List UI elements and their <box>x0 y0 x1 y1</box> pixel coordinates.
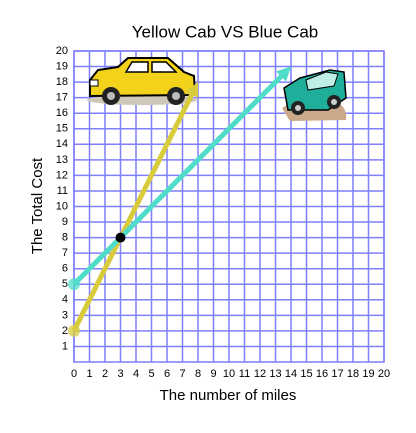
arrow-head <box>185 82 199 98</box>
y-tick-label: 12 <box>56 169 68 181</box>
y-tick-label: 11 <box>57 185 68 197</box>
y-tick-label: 20 <box>56 45 68 57</box>
y-tick-label: 3 <box>62 309 68 321</box>
y-tick-label: 16 <box>56 107 68 119</box>
x-tick-label: 13 <box>269 368 281 380</box>
y-tick-label: 9 <box>62 216 68 228</box>
y-tick-label: 1 <box>62 340 68 352</box>
y-tick-label: 5 <box>62 278 68 290</box>
x-tick-label: 8 <box>195 368 201 380</box>
yellow-car <box>87 57 197 105</box>
x-tick-label: 7 <box>179 368 185 380</box>
y-tick-label: 6 <box>62 263 68 275</box>
x-tick-label: 14 <box>285 368 297 380</box>
x-tick-label: 16 <box>316 368 328 380</box>
y-tick-label: 7 <box>62 247 68 259</box>
x-tick-label: 10 <box>223 368 235 380</box>
y-tick-label: 14 <box>56 138 68 150</box>
x-tick-label: 17 <box>331 368 343 380</box>
series-line <box>71 89 196 333</box>
y-tick-label: 15 <box>56 123 68 135</box>
x-tick-label: 18 <box>347 368 359 380</box>
x-tick-label: 15 <box>300 368 312 380</box>
start-point <box>68 278 80 291</box>
arrow-head <box>276 66 291 82</box>
y-tick-label: 19 <box>56 60 68 72</box>
x-axis-label: The number of miles <box>160 387 297 404</box>
grid <box>73 50 385 363</box>
chart-title: Yellow Cab VS Blue Cab <box>132 22 319 41</box>
x-tick-label: 4 <box>133 368 139 380</box>
x-tick-label: 0 <box>71 368 77 380</box>
x-tick-label: 9 <box>210 368 216 380</box>
y-tick-label: 18 <box>56 76 68 88</box>
y-tick-label: 17 <box>56 92 68 104</box>
x-tick-label: 3 <box>117 368 123 380</box>
x-tick-label: 1 <box>86 368 92 380</box>
x-tick-label: 19 <box>362 368 374 380</box>
x-tick-label: 2 <box>102 368 108 380</box>
intersection-point <box>115 232 126 243</box>
y-tick-label: 10 <box>56 200 68 212</box>
x-tick-label: 5 <box>148 368 154 380</box>
y-tick-label: 13 <box>56 154 68 166</box>
y-tick-label: 8 <box>62 232 68 244</box>
start-point <box>68 324 80 337</box>
x-tick-label: 6 <box>164 368 170 380</box>
y-tick-label: 4 <box>62 294 68 306</box>
x-tick-label: 11 <box>239 368 250 380</box>
x-tick-label: 20 <box>378 368 390 380</box>
car-illustrations <box>87 57 347 121</box>
green-car <box>282 69 347 121</box>
y-axis-label: The Total Cost <box>29 157 46 254</box>
y-tick-label: 2 <box>62 325 68 337</box>
x-tick-label: 12 <box>254 368 266 380</box>
